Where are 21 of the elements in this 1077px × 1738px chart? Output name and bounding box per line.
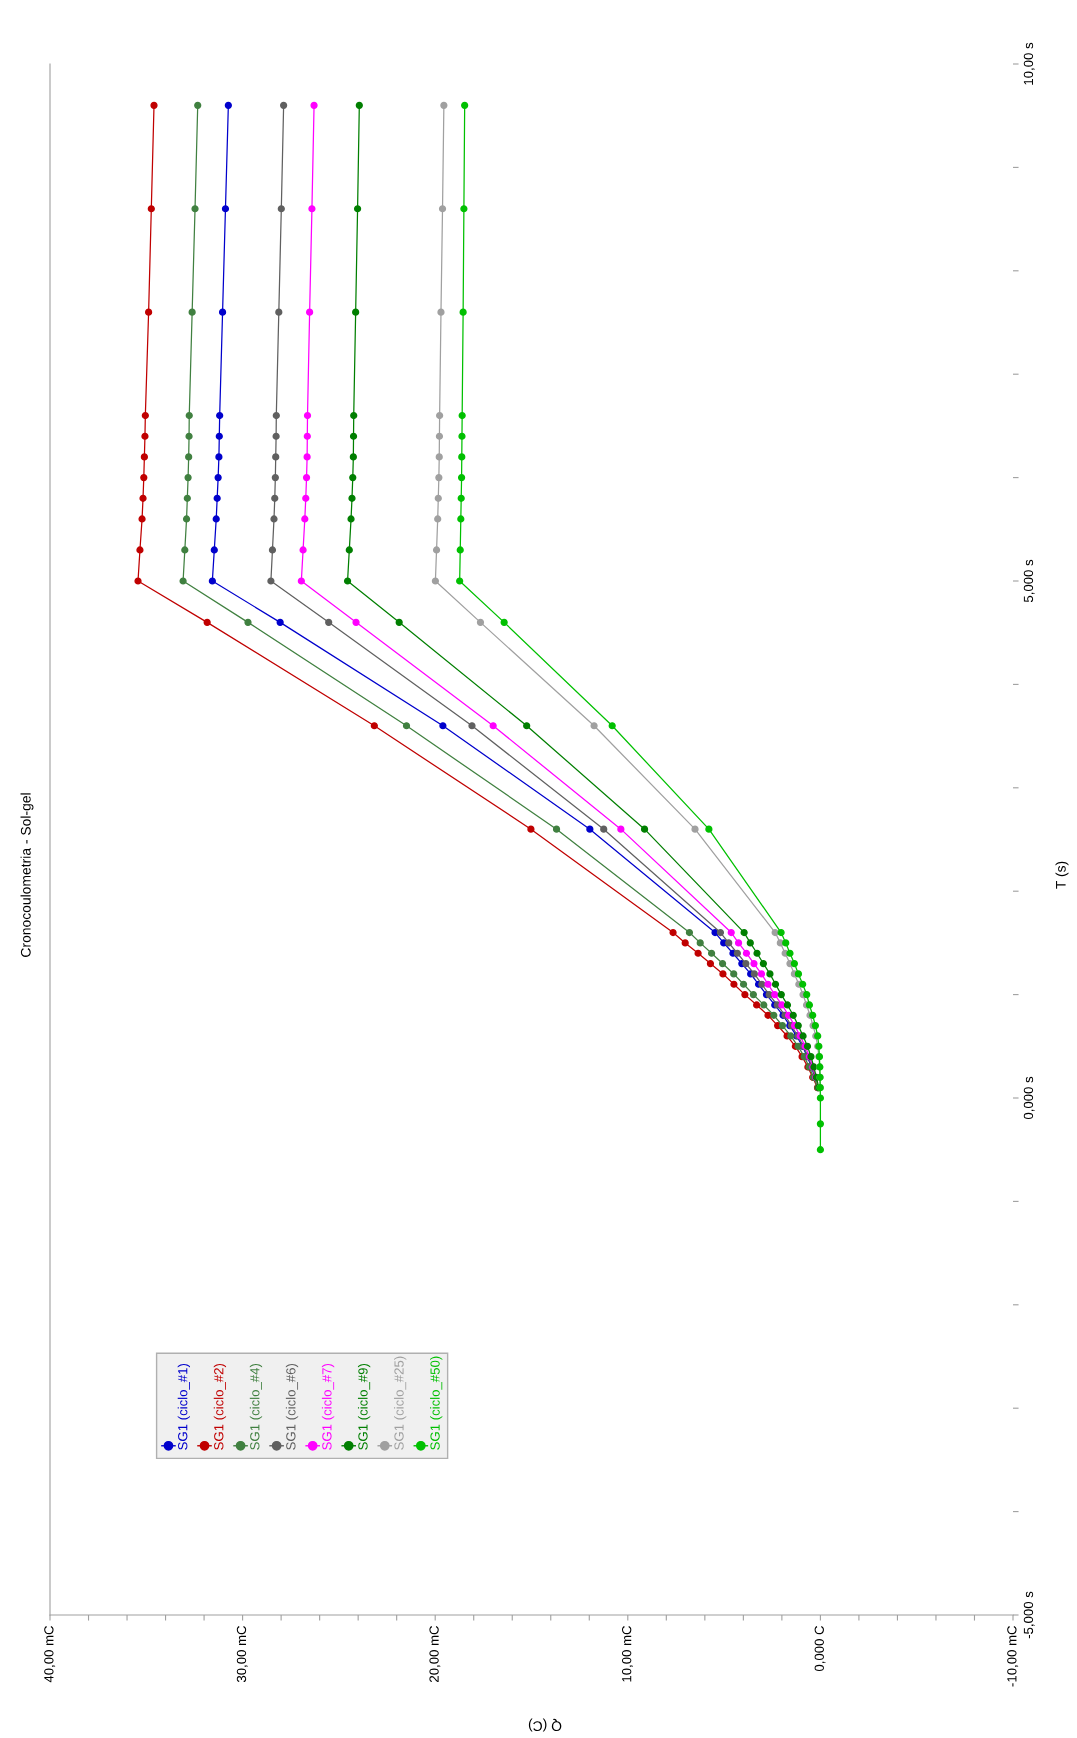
y-tick-label: -5,000 s xyxy=(1023,1591,1035,1639)
x-tick-label: -10,00 mC xyxy=(1007,1625,1019,1687)
y-tick-label: 0,000 s xyxy=(1023,1076,1035,1120)
text: SG1 (ciclo_#50) xyxy=(430,1356,443,1450)
x-tick-label: 0,000 C xyxy=(814,1625,826,1672)
y-axis-title: T (s) xyxy=(1055,861,1069,889)
x-tick-label: 30,00 mC xyxy=(236,1625,248,1683)
y-tick-label: 10,00 s xyxy=(1023,42,1035,85)
text: Cronocoulometria - Sol-gel xyxy=(20,793,34,957)
text: SG1 (ciclo_#6) xyxy=(285,1363,299,1450)
text: SG1 (ciclo_#1) xyxy=(177,1363,190,1450)
text: SG1 (ciclo_#25) xyxy=(394,1356,407,1450)
x-tick-label: 10,00 mC xyxy=(622,1625,633,1682)
x-tick-label: 20,00 mC xyxy=(429,1625,441,1682)
x-tick-label: 40,00 mC xyxy=(44,1625,56,1683)
text: SG1 (ciclo_#4) xyxy=(249,1363,263,1450)
y-tick-label: 5,000 s xyxy=(1023,559,1035,603)
text: SG1 (ciclo_#2) xyxy=(213,1363,227,1450)
text: SG1 (ciclo_#9) xyxy=(357,1363,371,1450)
text: SG1 (ciclo_#7) xyxy=(321,1363,335,1450)
x-axis-title: Q (C) xyxy=(528,1718,562,1732)
